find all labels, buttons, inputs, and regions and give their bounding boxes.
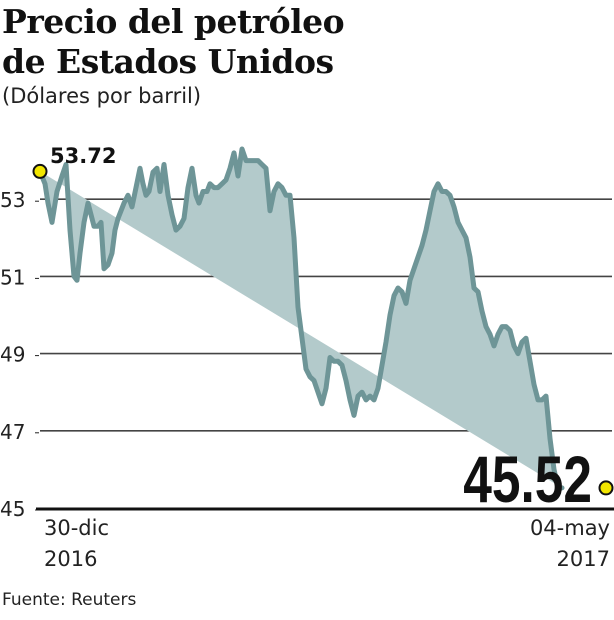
chart-title: Precio del petróleo de Estados Unidos [2,2,345,82]
end-point-marker [598,480,614,496]
y-tick-label: 51 [0,265,25,289]
x-label-end-year: 2017 [556,547,610,571]
y-tick-label: 53 [0,188,25,212]
price-line [37,146,565,491]
chart-title-line2: de Estados Unidos [2,42,334,81]
price-area-fill [40,149,562,488]
x-label-start-date: 30-dic [44,516,110,540]
x-label-start: 30-dic 2016 [44,513,109,575]
start-point-marker [32,163,48,179]
chart-subtitle: (Dólares por barril) [2,84,202,108]
start-value-label: 53.72 [50,144,116,168]
y-axis-ticks: 45 47 49 51 53 [0,188,39,521]
y-tick-label: 45 [0,497,25,521]
chart-title-line1: Precio del petróleo [2,2,345,41]
source-note: Fuente: Reuters [2,590,137,610]
y-tick-label: 49 [0,343,25,367]
x-label-end: 04-may 2017 [530,513,610,575]
x-label-start-year: 2016 [44,547,98,571]
end-value-label: 45.52 [463,442,592,517]
y-tick-label: 47 [0,420,25,444]
x-label-end-date: 04-may [529,516,610,540]
